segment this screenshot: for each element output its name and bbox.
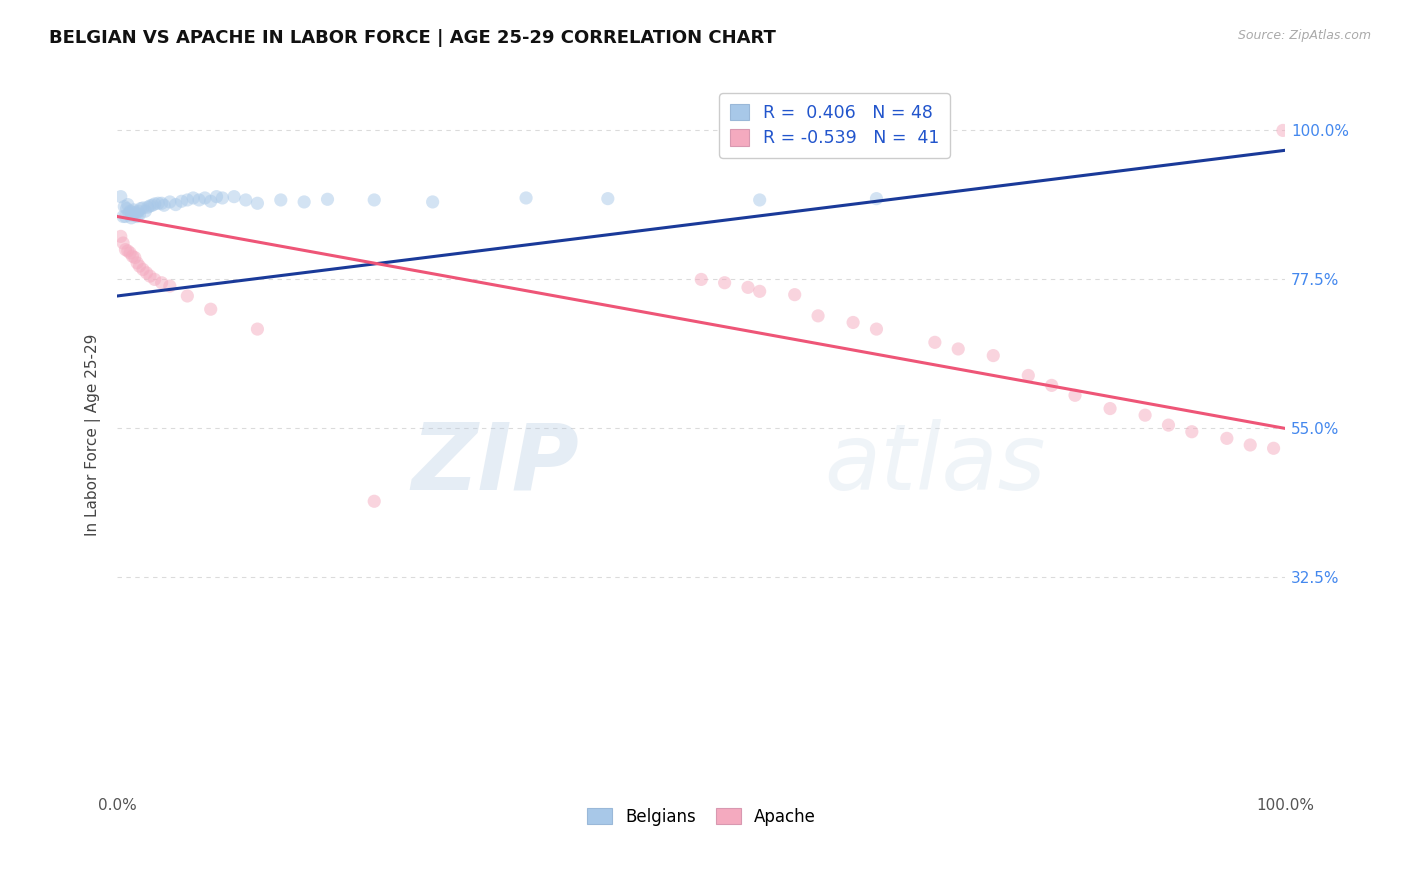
Text: Source: ZipAtlas.com: Source: ZipAtlas.com [1237,29,1371,42]
Point [924,335,946,350]
Y-axis label: In Labor Force | Age 25-29: In Labor Force | Age 25-29 [86,334,101,536]
Point [1181,425,1204,439]
Point [181,191,204,205]
Point [246,322,269,336]
Point [117,197,139,211]
Point [188,193,211,207]
Text: ZIP: ZIP [411,418,579,508]
Point [153,198,176,212]
Point [128,207,150,221]
Point [865,192,887,206]
Point [422,194,444,209]
Point [235,193,257,207]
Point [124,251,146,265]
Text: atlas: atlas [824,418,1045,508]
Point [1099,401,1122,416]
Point [121,249,143,263]
Point [222,189,245,203]
Point [1263,442,1285,456]
Point [129,202,152,216]
Point [124,205,146,219]
Point [270,193,292,207]
Point [118,206,141,220]
Point [596,192,619,206]
Point [363,193,385,207]
Point [292,194,315,209]
Legend: Belgians, Apache: Belgians, Apache [578,800,824,834]
Point [1133,408,1156,422]
Point [748,285,770,299]
Point [114,243,136,257]
Point [159,194,181,209]
Point [748,193,770,207]
Point [112,235,135,250]
Point [783,287,806,301]
Point [200,302,222,317]
Point [122,202,145,217]
Point [211,191,233,205]
Point [1239,438,1261,452]
Point [842,316,865,330]
Point [146,196,169,211]
Point [120,246,142,260]
Point [1017,368,1039,383]
Point [139,199,162,213]
Point [121,208,143,222]
Point [110,229,132,244]
Point [690,272,713,286]
Point [141,198,163,212]
Point [125,207,148,221]
Point [110,189,132,203]
Point [135,266,157,280]
Point [948,342,970,356]
Point [1216,431,1239,445]
Point [143,272,166,286]
Point [1040,378,1063,392]
Point [127,256,149,270]
Point [159,279,181,293]
Point [200,194,222,209]
Point [865,322,887,336]
Point [128,259,150,273]
Point [136,200,159,214]
Point [807,309,830,323]
Point [176,193,198,207]
Point [170,194,193,209]
Point [246,196,269,211]
Text: BELGIAN VS APACHE IN LABOR FORCE | AGE 25-29 CORRELATION CHART: BELGIAN VS APACHE IN LABOR FORCE | AGE 2… [49,29,776,46]
Point [150,276,173,290]
Point [114,210,136,224]
Point [134,204,156,219]
Point [127,210,149,224]
Point [515,191,537,205]
Point [176,289,198,303]
Point [981,349,1004,363]
Point [1157,418,1180,433]
Point [120,211,142,225]
Point [120,204,142,219]
Point [316,192,339,206]
Point [132,201,155,215]
Point [117,244,139,258]
Point [205,189,228,203]
Point [139,269,162,284]
Point [363,494,385,508]
Point [1271,123,1294,137]
Point [143,197,166,211]
Point [737,280,759,294]
Point [150,196,173,211]
Point [713,276,735,290]
Point [194,191,217,205]
Point [165,197,187,211]
Point [1064,388,1087,402]
Point [132,262,155,277]
Point [112,200,135,214]
Point [115,202,138,216]
Point [112,210,135,224]
Point [127,204,149,219]
